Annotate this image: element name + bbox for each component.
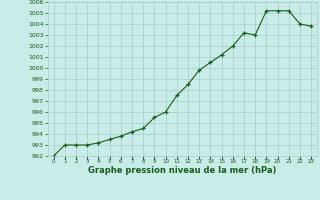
X-axis label: Graphe pression niveau de la mer (hPa): Graphe pression niveau de la mer (hPa) xyxy=(88,166,276,175)
